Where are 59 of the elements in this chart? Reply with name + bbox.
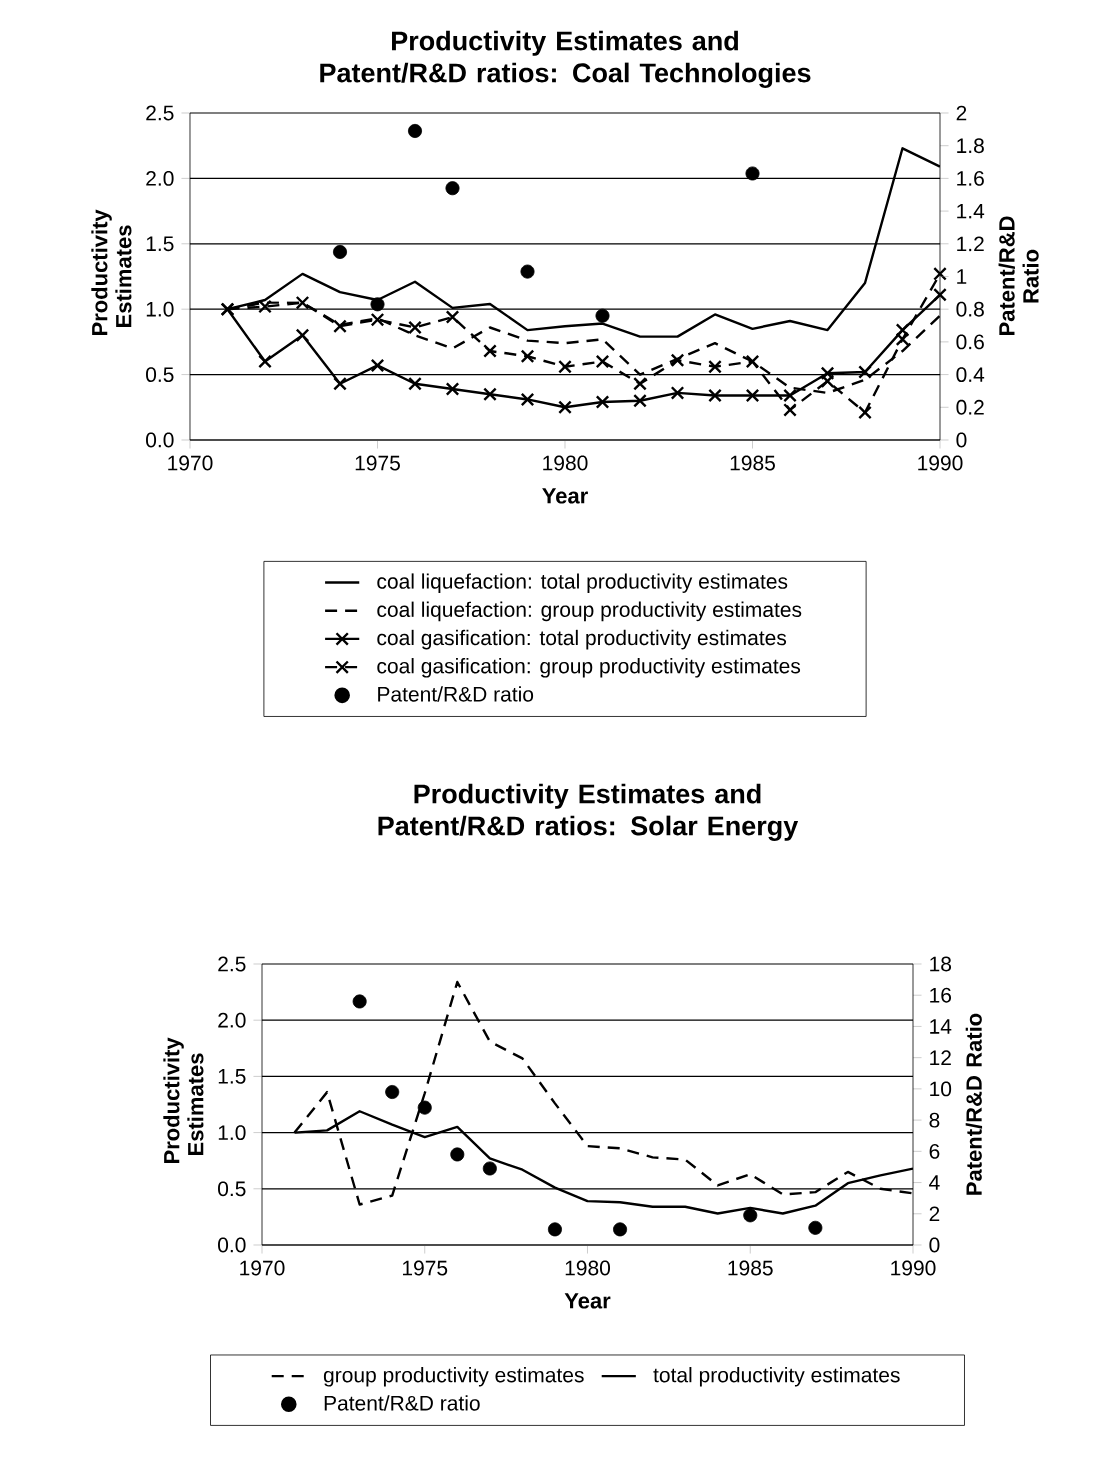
y-tick-label: 2.0: [146, 170, 174, 186]
y-tick-label: 2.5: [146, 105, 174, 121]
y2-tick-label: 16: [930, 987, 952, 1003]
x-tick-label: 1985: [730, 455, 775, 471]
y-tick-label: 0.0: [218, 1237, 246, 1253]
chart-title: Productivity Estimates and Patent/R&D ratios: Solar Energy: [378, 783, 799, 841]
y2-tick-label: 0: [956, 432, 967, 448]
x-tick-label: 1990: [918, 455, 963, 471]
y2-tick-label: 0.8: [956, 301, 984, 317]
y2-tick-label: 2: [956, 105, 967, 121]
x-tick-label: 1970: [240, 1260, 285, 1276]
y-tick-label: 1.5: [218, 1069, 246, 1084]
y2-tick-label: 1.6: [957, 170, 984, 186]
y2-tick-label: 8: [929, 1112, 940, 1128]
x-tick-label: 1985: [728, 1260, 773, 1276]
y2-axis-title: Patent/R&D Ratio: [965, 1013, 983, 1195]
legend-label: coal gasification: total productivity estimates: [377, 629, 787, 650]
legend-label: coal liquefaction: group productivity estimates: [377, 601, 802, 622]
legend-label: group productivity estimates: [323, 1366, 584, 1387]
y-tick-label: 2.5: [218, 956, 246, 972]
y-tick-label: 0.5: [218, 1181, 246, 1197]
legend-label: Patent/R&D ratio: [324, 1395, 480, 1411]
legend-label: coal liquefaction: total productivity estimates: [377, 573, 788, 593]
y2-tick-label: 1: [957, 269, 967, 284]
y2-axis-title: Patent/R&D Ratio: [998, 216, 1039, 336]
y-tick-label: 1.0: [218, 1125, 246, 1141]
y-tick-label: 0.5: [146, 367, 174, 383]
y2-tick-label: 0.4: [956, 367, 985, 383]
legend-label: coal gasification: group productivity estimates: [377, 658, 801, 678]
x-tick-label: 1970: [168, 455, 213, 471]
x-axis-title: Year: [542, 488, 588, 504]
y-tick-label: 1.0: [146, 301, 174, 317]
y2-tick-label: 2: [929, 1206, 940, 1222]
y2-tick-label: 14: [930, 1019, 952, 1034]
y2-tick-label: 4: [929, 1175, 940, 1190]
y2-tick-label: 6: [929, 1143, 940, 1159]
y2-tick-label: 0.6: [956, 334, 984, 350]
y2-tick-label: 1.2: [957, 236, 984, 252]
y-tick-label: 0.0: [146, 432, 174, 448]
y2-tick-label: 0: [929, 1237, 940, 1253]
y2-tick-label: 18: [930, 956, 952, 972]
y-axis-title: Productivity Estimates: [163, 1037, 204, 1164]
legend-label: total productivity estimates: [653, 1366, 900, 1387]
x-tick-label: 1980: [543, 455, 588, 471]
y2-tick-label: 0.2: [956, 399, 984, 415]
x-tick-label: 1980: [565, 1260, 611, 1276]
chart-title: Productivity Estimates and Patent/R&D ratios: Coal Technologies: [320, 30, 811, 88]
y2-tick-label: 1.4: [957, 203, 985, 219]
y-tick-label: 1.5: [146, 236, 174, 252]
legend-label: Patent/R&D ratio: [378, 686, 534, 702]
y-tick-label: 2.0: [218, 1012, 246, 1028]
y2-tick-label: 10: [930, 1081, 952, 1097]
y2-tick-label: 12: [930, 1050, 951, 1065]
x-tick-label: 1975: [402, 1260, 448, 1276]
x-axis-title: Year: [564, 1293, 611, 1309]
x-tick-label: 1975: [355, 455, 400, 471]
x-tick-label: 1990: [891, 1260, 936, 1276]
y2-tick-label: 1.8: [957, 138, 984, 154]
y-axis-title: Productivity Estimates: [91, 209, 132, 336]
